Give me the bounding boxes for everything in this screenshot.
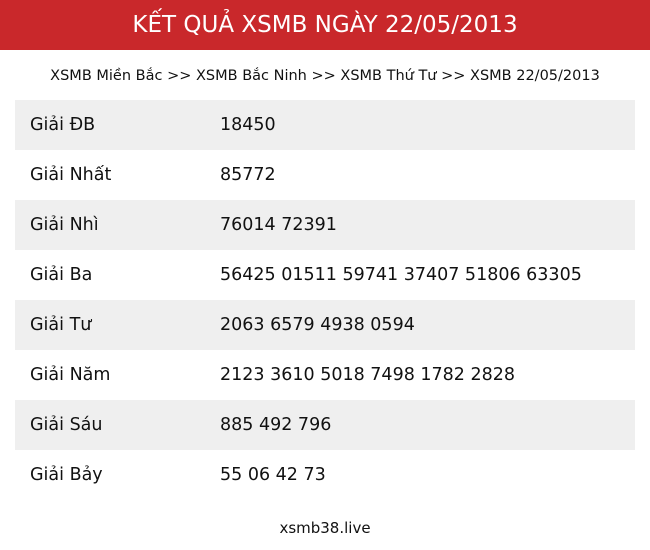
table-row-giai-bay: Giải Bảy 55 06 42 73 [15,450,635,500]
results-table: Giải ĐB 18450 Giải Nhất 85772 Giải Nhì 7601… [15,100,635,500]
breadcrumb-xsmb-date[interactable]: XSMB 22/05/2013 [470,68,600,84]
prize-label: Giải Ba [30,265,93,285]
prize-label: Giải Tư [30,315,92,335]
prize-numbers: 85772 [220,165,276,185]
breadcrumb-xsmb-bac-ninh[interactable]: XSMB Bắc Ninh [195,68,307,84]
prize-label: Giải Nhì [30,215,99,235]
prize-numbers: 2123 3610 5018 7498 1782 2828 [220,365,516,385]
prize-numbers: 76014 72391 [220,215,337,235]
breadcrumb: XSMB Miền Bắc >> XSMB Bắc Ninh >> XSMB T… [0,50,650,100]
prize-label: Giải Sáu [30,415,103,435]
prize-numbers: 55 06 42 73 [220,465,326,485]
prize-numbers: 885 492 796 [220,415,332,435]
page-title: KẾT QUẢ XSMB NGÀY 22/05/2013 [132,12,518,38]
footer-site: xsmb38.live [279,519,371,537]
table-row-giai-sau: Giải Sáu 885 492 796 [15,400,635,450]
prize-label: Giải ĐB [30,115,96,135]
prize-numbers: 56425 01511 59741 37407 51806 63305 [220,265,582,285]
table-row-giai-nhat: Giải Nhất 85772 [15,150,635,200]
page-header: KẾT QUẢ XSMB NGÀY 22/05/2013 [0,0,650,50]
prize-numbers: 18450 [220,115,276,135]
breadcrumb-separator: >> [167,68,192,84]
prize-label: Giải Năm [30,365,111,385]
table-row-giai-ba: Giải Ba 56425 01511 59741 37407 51806 633… [15,250,635,300]
breadcrumb-xsmb-thu-tu[interactable]: XSMB Thứ Tư [340,68,437,84]
breadcrumb-xsmb-mien-bac[interactable]: XSMB Miền Bắc [50,68,163,84]
breadcrumb-separator: >> [441,68,466,84]
prize-label: Giải Nhất [30,165,112,185]
table-row-giai-nam: Giải Năm 2123 3610 5018 7498 1782 2828 [15,350,635,400]
table-row-giai-nhi: Giải Nhì 76014 72391 [15,200,635,250]
table-row-giai-db: Giải ĐB 18450 [15,100,635,150]
breadcrumb-separator: >> [311,68,336,84]
prize-label: Giải Bảy [30,465,103,485]
table-row-giai-tu: Giải Tư 2063 6579 4938 0594 [15,300,635,350]
prize-numbers: 2063 6579 4938 0594 [220,315,415,335]
